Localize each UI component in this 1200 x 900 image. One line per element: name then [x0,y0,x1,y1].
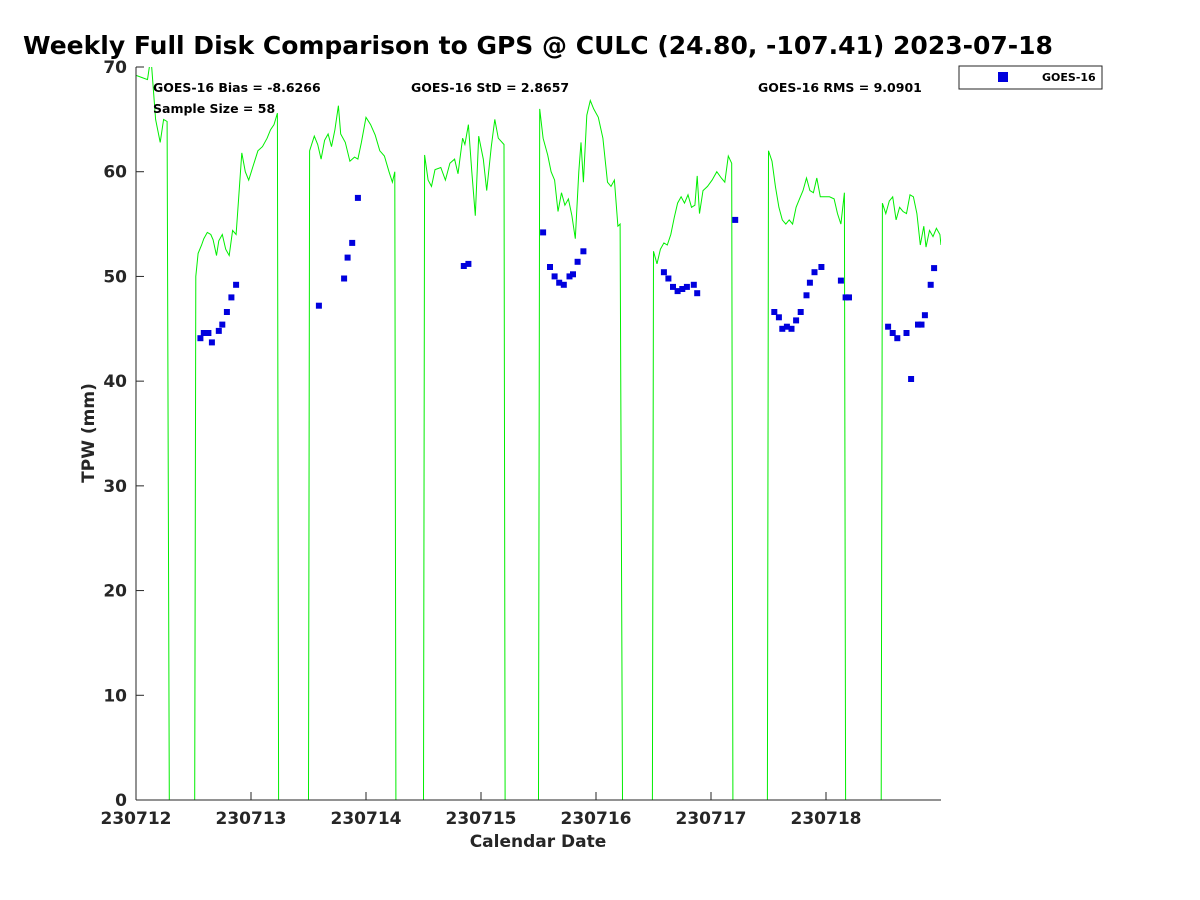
y-tick-label-4: 40 [103,372,127,392]
goes-16-point-41 [803,292,810,299]
goes-16-point-33 [732,216,739,223]
goes-16-point-11 [344,254,351,261]
goes-16-point-55 [921,312,928,319]
goes-16-point-0 [197,335,204,342]
goes-16-point-18 [551,273,558,280]
goes-16-point-46 [842,294,849,301]
goes-16-point-51 [903,330,910,336]
goes-16-point-57 [931,265,938,272]
goes-16-points-layer [197,194,938,382]
plot-area [136,67,941,800]
legend-marker-goes-16 [998,72,1008,82]
goes-16-point-25 [660,269,667,276]
goes-16-point-31 [690,281,697,288]
goes-16-point-56 [927,281,934,288]
goes-16-point-44 [818,264,825,270]
x-tick-label-3: 230715 [446,809,517,829]
goes-16-point-17 [547,264,553,270]
goes-16-point-37 [783,323,790,330]
goes-16-point-14 [460,263,467,269]
goes-16-point-34 [771,309,778,315]
goes-16-point-42 [806,279,813,286]
goes-16-point-49 [889,330,896,336]
goes-16-point-36 [779,325,786,332]
goes-16-point-35 [775,314,782,321]
goes-16-point-27 [670,283,676,290]
goes-16-point-28 [674,288,681,295]
goes-16-point-23 [574,258,581,265]
goes-16-point-26 [665,275,672,282]
gps-line-layer [136,67,941,800]
goes-16-point-40 [797,309,804,315]
goes-16-point-47 [846,294,852,301]
goes-16-point-7 [228,294,235,301]
goes-16-point-20 [560,281,567,288]
y-tick-label-7: 70 [103,58,127,78]
goes-16-point-30 [683,283,690,290]
goes-16-point-50 [894,335,901,342]
goes-16-point-22 [570,271,576,278]
goes-16-point-53 [915,321,921,328]
x-tick-label-1: 230713 [216,809,287,829]
goes-16-point-54 [918,321,925,328]
axes: 230712 230713 230714 230715 230716 230717 2307… [101,58,941,829]
y-axis-label: TPW (mm) [79,383,99,483]
goes-16-point-6 [223,309,230,315]
goes-16-point-38 [788,325,795,332]
y-tick-label-6: 60 [103,163,127,183]
y-tick-label-5: 50 [103,267,127,287]
x-tick-label-6: 230718 [791,809,862,829]
x-tick-label-5: 230717 [676,809,747,829]
y-ticks: 0 10 20 30 40 50 60 70 [103,58,144,811]
legend-label-goes-16: GOES-16 [1042,71,1096,84]
sample-size-stat: Sample Size = 58 [153,101,275,116]
std-stat: GOES-16 StD = 2.8657 [411,80,569,95]
y-tick-label-2: 20 [103,582,127,602]
x-tick-label-4: 230716 [561,809,632,829]
goes-16-point-29 [679,286,686,292]
y-tick-label-0: 0 [115,791,127,811]
bias-stat: GOES-16 Bias = -8.6266 [153,80,321,95]
x-ticks: 230712 230713 230714 230715 230716 230717 2307… [101,792,862,829]
goes-16-point-43 [811,269,818,276]
y-tick-label-1: 10 [103,686,127,706]
gps-series-line [136,67,941,800]
goes-16-point-48 [885,323,892,330]
goes-16-point-15 [465,260,472,267]
legend-box [958,65,1103,90]
rms-stat: GOES-16 RMS = 9.0901 [758,80,922,95]
goes-16-point-32 [694,290,701,297]
goes-16-point-13 [354,194,361,201]
goes-16-point-8 [233,281,240,288]
goes-16-point-24 [580,248,587,255]
goes-16-point-1 [200,330,207,336]
goes-16-point-21 [566,273,573,280]
goes-16-point-9 [315,302,322,309]
goes-16-point-5 [219,321,226,328]
goes-16-point-2 [205,330,212,336]
goes-16-point-10 [341,275,348,282]
x-axis-label: Calendar Date [470,832,607,852]
legend: GOES-16 [958,65,1103,90]
y-tick-label-3: 30 [103,477,127,497]
goes-16-point-3 [208,339,215,346]
chart-title: Weekly Full Disk Comparison to GPS @ CUL… [23,31,1053,60]
goes-16-point-12 [349,239,356,246]
x-tick-label-0: 230712 [101,809,172,829]
goes-16-point-52 [908,376,915,382]
goes-16-point-45 [837,277,844,284]
x-tick-label-2: 230714 [331,809,402,829]
goes-16-point-4 [215,327,222,334]
goes-16-point-19 [556,279,563,286]
goes-16-point-16 [540,229,547,236]
goes-16-point-39 [793,317,800,324]
